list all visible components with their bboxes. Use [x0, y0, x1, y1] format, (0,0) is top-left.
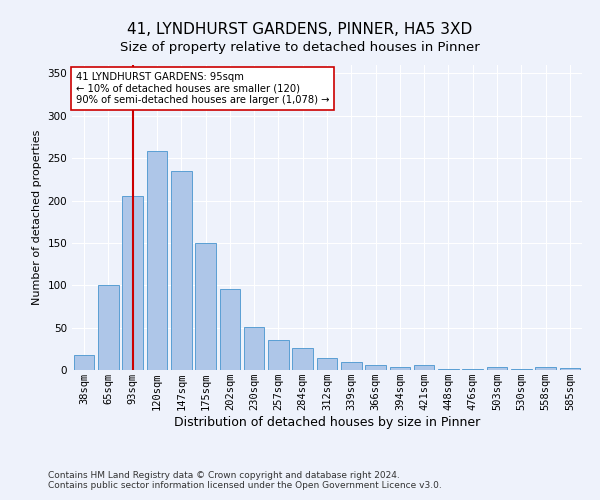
X-axis label: Distribution of detached houses by size in Pinner: Distribution of detached houses by size …	[174, 416, 480, 429]
Bar	[292, 348, 313, 370]
Text: Contains HM Land Registry data © Crown copyright and database right 2024.: Contains HM Land Registry data © Crown c…	[48, 470, 400, 480]
Bar	[487, 368, 508, 370]
Bar	[511, 369, 532, 370]
Bar	[268, 340, 289, 370]
Bar	[146, 152, 167, 370]
Text: 41, LYNDHURST GARDENS, PINNER, HA5 3XD: 41, LYNDHURST GARDENS, PINNER, HA5 3XD	[127, 22, 473, 38]
Bar	[74, 355, 94, 370]
Bar	[220, 288, 240, 370]
Bar	[438, 369, 459, 370]
Text: Contains public sector information licensed under the Open Government Licence v3: Contains public sector information licen…	[48, 480, 442, 490]
Bar	[560, 368, 580, 370]
Bar	[317, 358, 337, 370]
Bar	[341, 362, 362, 370]
Bar	[195, 243, 216, 370]
Bar	[244, 327, 265, 370]
Text: Size of property relative to detached houses in Pinner: Size of property relative to detached ho…	[120, 41, 480, 54]
Bar	[98, 286, 119, 370]
Bar	[389, 366, 410, 370]
Bar	[171, 171, 191, 370]
Bar	[122, 196, 143, 370]
Bar	[414, 365, 434, 370]
Bar	[463, 369, 483, 370]
Bar	[365, 365, 386, 370]
Y-axis label: Number of detached properties: Number of detached properties	[32, 130, 42, 305]
Bar	[535, 368, 556, 370]
Text: 41 LYNDHURST GARDENS: 95sqm
← 10% of detached houses are smaller (120)
90% of se: 41 LYNDHURST GARDENS: 95sqm ← 10% of det…	[76, 72, 329, 105]
